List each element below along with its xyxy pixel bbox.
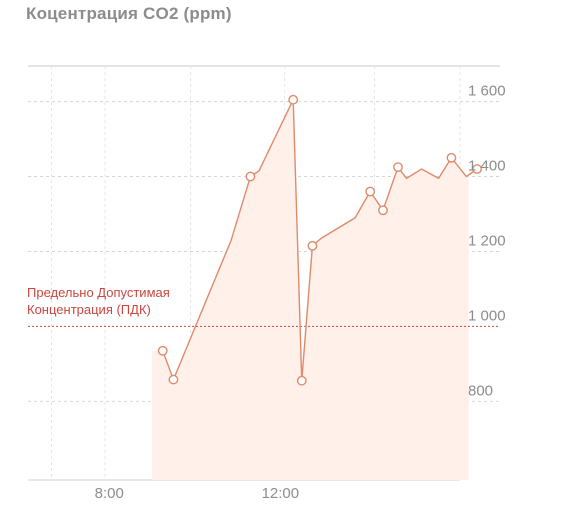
data-point (288, 94, 299, 105)
chart-title: Коцентрация CO2 (ppm) (26, 4, 232, 23)
data-point (307, 240, 318, 251)
data-point (365, 186, 376, 197)
data-point (446, 152, 457, 163)
series-points (157, 94, 483, 386)
threshold-label-line: Предельно Допустимая (27, 285, 170, 300)
data-point (157, 345, 168, 356)
x-tick-label: 12:00 (262, 485, 300, 502)
series-area (152, 99, 478, 481)
x-axis-ticks: 8:00 12:00 (95, 485, 299, 502)
y-tick-label: 1 600 (468, 83, 506, 100)
threshold-label-line: Концентрация (ПДК) (27, 302, 151, 317)
data-point (393, 162, 403, 173)
y-tick-label: 1 000 (468, 307, 506, 324)
data-point (296, 375, 307, 386)
x-tick-label: 8:00 (95, 485, 124, 502)
y-tick-label: 1 400 (468, 158, 506, 175)
data-point (378, 205, 388, 216)
threshold-group: Предельно Допустимая Концентрация (ПДК) (27, 285, 500, 327)
y-tick-label: 800 (468, 382, 493, 399)
y-tick-label: 1 200 (468, 232, 506, 249)
series-area-fill (152, 99, 478, 481)
data-point (168, 374, 179, 385)
y-axis-ticks: 800 1 000 1 200 1 400 1 600 (468, 83, 506, 400)
data-point (472, 164, 483, 174)
data-point (245, 171, 256, 182)
